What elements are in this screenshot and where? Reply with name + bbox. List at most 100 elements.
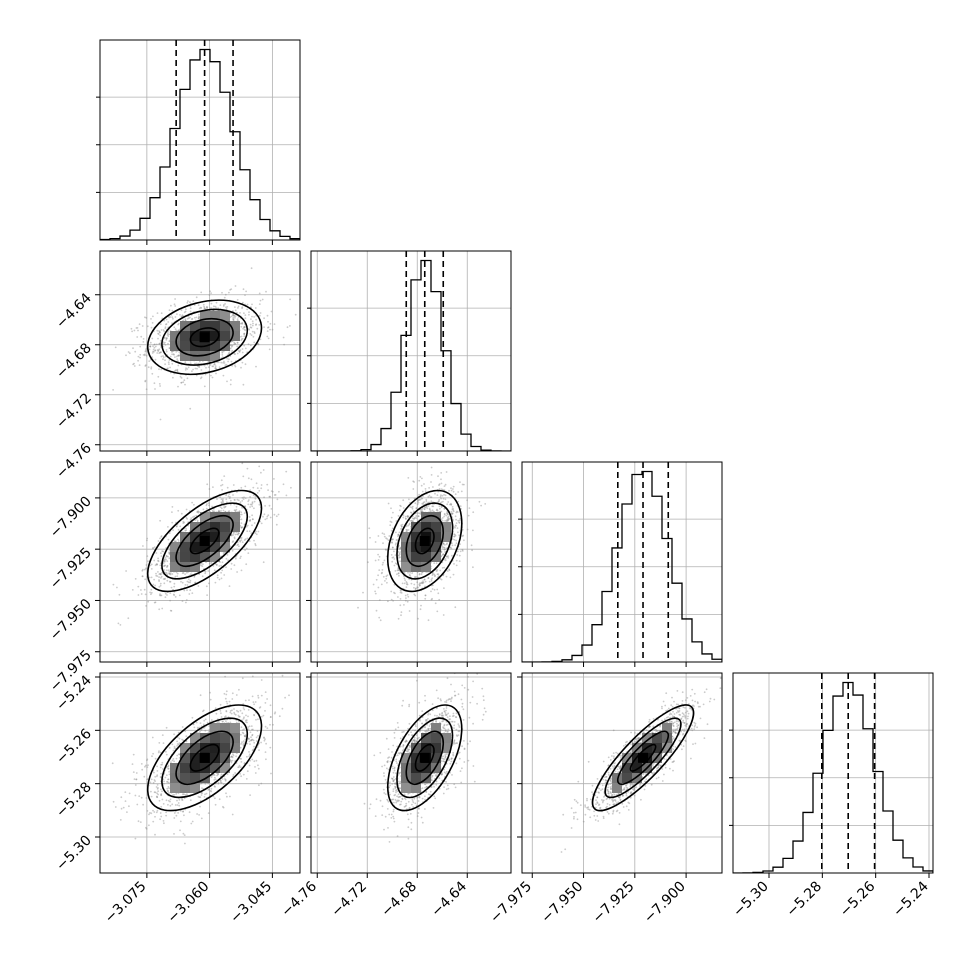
scatter-point <box>421 490 424 493</box>
scatter-point <box>187 581 190 584</box>
scatter-point <box>400 611 403 614</box>
scatter-point <box>397 617 400 620</box>
scatter-point <box>163 578 166 580</box>
scatter-point <box>159 572 162 575</box>
scatter-point <box>429 508 431 511</box>
scatter-point <box>206 306 208 308</box>
scatter-point <box>244 347 247 350</box>
density-block <box>180 341 190 351</box>
scatter-point <box>252 701 255 703</box>
scatter-point <box>206 721 209 724</box>
scatter-point <box>253 316 256 318</box>
scatter-point <box>382 561 384 564</box>
scatter-point <box>231 549 234 552</box>
scatter-point <box>240 526 243 529</box>
scatter-point <box>274 494 277 496</box>
scatter-point <box>417 501 420 504</box>
density-block <box>210 311 220 321</box>
scatter-point <box>143 354 146 357</box>
scatter-point <box>157 560 160 563</box>
scatter-point <box>171 351 174 353</box>
scatter-point <box>226 702 229 705</box>
scatter-point <box>149 591 152 594</box>
scatter-point <box>190 517 193 520</box>
scatter-point <box>165 572 168 575</box>
scatter-point <box>160 355 163 358</box>
scatter-point <box>249 496 252 498</box>
contour-line <box>189 327 220 348</box>
scatter-point <box>424 490 427 493</box>
scatter-point <box>264 505 266 507</box>
scatter-point <box>240 537 243 539</box>
scatter-point <box>394 570 397 572</box>
scatter-point <box>257 530 260 533</box>
scatter-point <box>186 518 189 520</box>
scatter-point <box>245 525 248 528</box>
scatter-point <box>167 526 169 528</box>
scatter-point <box>222 498 224 500</box>
scatter-point <box>163 560 166 562</box>
scatter-point <box>182 319 185 322</box>
scatter-point <box>234 533 237 536</box>
scatter-point <box>419 608 422 611</box>
scatter-point <box>426 507 429 510</box>
scatter-point <box>230 712 233 715</box>
scatter-point <box>163 336 166 339</box>
scatter-point <box>252 335 255 338</box>
scatter-point <box>243 325 246 328</box>
scatter-point <box>242 327 245 330</box>
scatter-point <box>228 700 231 703</box>
scatter-point <box>450 504 452 506</box>
scatter-point <box>220 510 222 512</box>
scatter-point <box>440 472 443 474</box>
density-block <box>190 522 200 532</box>
scatter-point <box>240 758 243 760</box>
scatter-point <box>182 381 185 384</box>
scatter-point <box>178 354 181 357</box>
scatter-point <box>154 349 157 352</box>
scatter-point <box>470 544 473 547</box>
scatter-point <box>159 323 162 326</box>
scatter-point <box>240 518 243 521</box>
scatter-point <box>168 363 170 365</box>
scatter-point <box>260 522 263 525</box>
scatter-point <box>443 507 446 510</box>
scatter-point <box>197 317 200 320</box>
scatter-point <box>144 316 146 319</box>
scatter-point <box>221 356 224 358</box>
scatter-point <box>185 601 187 604</box>
scatter-point <box>252 518 254 521</box>
scatter-point <box>251 524 253 527</box>
scatter-point <box>430 598 433 601</box>
scatter-point <box>164 596 167 599</box>
scatter-point <box>243 326 246 329</box>
density-block <box>170 331 180 341</box>
scatter-point <box>149 341 152 344</box>
scatter-point <box>392 538 394 540</box>
scatter-point <box>233 564 236 567</box>
scatter-point <box>181 572 184 574</box>
scatter-point <box>393 591 395 594</box>
scatter-point <box>436 569 439 571</box>
scatter-point <box>397 534 400 537</box>
scatter-point <box>156 349 159 351</box>
scatter-point <box>232 540 235 543</box>
scatter-point <box>234 342 236 345</box>
scatter-point <box>168 340 171 343</box>
scatter-point <box>430 466 433 469</box>
scatter-point <box>159 593 161 596</box>
histogram-panel-p1 <box>307 250 512 456</box>
scatter-point <box>257 343 260 346</box>
scatter-point <box>453 538 456 541</box>
scatter-point <box>212 486 214 488</box>
scatter-point <box>159 351 162 354</box>
scatter-point <box>238 545 240 548</box>
scatter-point <box>156 792 159 795</box>
scatter-point <box>408 573 411 576</box>
scatter-point <box>195 362 198 365</box>
scatter-point <box>158 342 161 345</box>
density-block <box>401 552 411 562</box>
scatter-point <box>260 487 263 490</box>
scatter-point <box>386 574 389 577</box>
scatter-point <box>156 563 158 566</box>
